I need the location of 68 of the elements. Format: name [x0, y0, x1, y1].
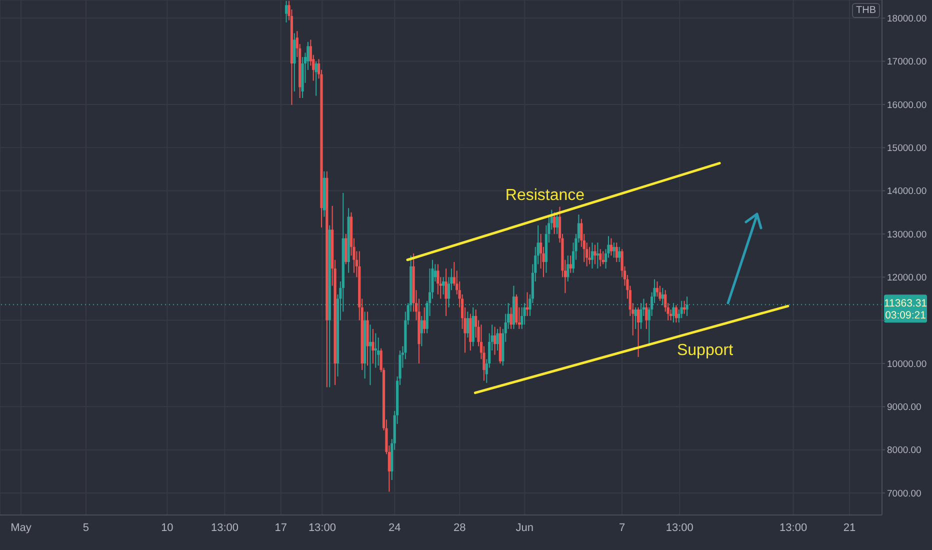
candlestick — [674, 304, 678, 323]
candlestick — [423, 306, 426, 334]
y-tick-label: 13000.00 — [887, 229, 927, 240]
candlestick — [556, 214, 558, 234]
candlestick — [377, 337, 380, 366]
candlestick — [569, 255, 572, 274]
candlestick — [314, 60, 318, 96]
candlestick — [566, 255, 570, 282]
x-tick-label: May — [10, 522, 32, 534]
candlestick — [284, 0, 288, 23]
candlestick — [645, 302, 648, 330]
candlestick — [590, 242, 594, 270]
y-tick-label: 8000.00 — [887, 445, 922, 456]
candlestick — [615, 242, 618, 263]
candlestick — [656, 280, 659, 298]
y-tick-label: 14000.00 — [887, 186, 927, 198]
x-tick-label: 13:00 — [308, 522, 336, 534]
candlestick — [496, 328, 499, 352]
candlestick — [610, 238, 613, 256]
candlestick — [469, 313, 472, 352]
candlestick — [553, 212, 556, 234]
candlestick — [372, 328, 374, 364]
y-tick-label: 9000.00 — [887, 402, 922, 414]
x-tick-label: Jun — [516, 522, 534, 534]
candlestick — [374, 332, 377, 368]
candlestick — [634, 306, 637, 330]
candlestick — [344, 233, 348, 265]
candlestick — [520, 306, 524, 330]
x-tick-label: 10 — [161, 522, 174, 534]
annotation: Support — [676, 342, 734, 360]
x-tick-label: 13:00 — [780, 522, 808, 534]
candlestick — [588, 246, 591, 265]
x-tick-label: 24 — [388, 522, 401, 534]
candlestick — [493, 326, 496, 356]
x-tick-label: 17 — [274, 522, 288, 534]
candlestick — [594, 244, 596, 265]
candlestick — [658, 285, 662, 302]
annotation: THB — [852, 3, 880, 18]
candlestick — [510, 306, 512, 330]
y-tick-label: 17000.00 — [887, 56, 927, 68]
candlestick — [636, 306, 640, 358]
x-tick-label: 21 — [843, 522, 856, 534]
text: 03:09:21 — [885, 310, 926, 322]
x-tick-label: 13:00 — [210, 522, 238, 534]
candlestick — [599, 248, 602, 267]
candlestick — [596, 242, 599, 270]
y-tick-label: 16000.00 — [887, 100, 927, 111]
candlestick — [420, 315, 423, 347]
x-tick-label: 7 — [619, 522, 626, 534]
candlestick — [442, 276, 445, 295]
y-tick-label: 12000.00 — [887, 272, 927, 284]
candlestick — [436, 264, 440, 295]
x-tick-label: 28 — [453, 522, 466, 534]
y-tick-label: 7000.00 — [887, 488, 922, 500]
x-tick-label: 13:00 — [666, 522, 694, 534]
candlestick — [602, 250, 604, 265]
ref-line-label: 11363.31 — [884, 298, 928, 310]
candlestick — [526, 292, 529, 316]
y-tick-label: 10000.00 — [887, 358, 927, 370]
y-tick-label: 15000.00 — [887, 143, 927, 154]
candlestick — [683, 300, 686, 314]
candlestick — [444, 268, 448, 316]
x-tick-label: 5 — [82, 522, 90, 534]
candlestick — [618, 246, 621, 263]
candlestick — [466, 311, 470, 338]
candlestick — [293, 32, 296, 92]
y-tick-label: 18000.00 — [887, 14, 927, 25]
annotation: Resistance — [505, 187, 585, 205]
